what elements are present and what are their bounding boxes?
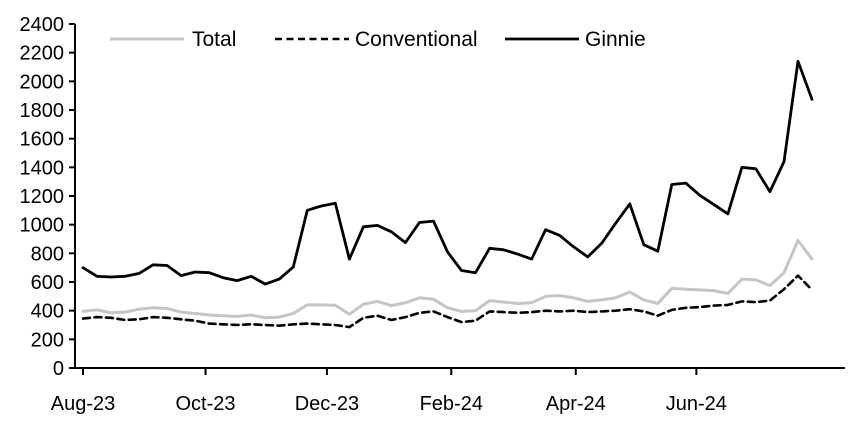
y-tick-label: 200 (31, 329, 64, 351)
y-tick-label: 2400 (20, 14, 65, 36)
y-tick-label: 1800 (20, 100, 65, 122)
y-tick-label: 1000 (20, 215, 65, 237)
x-tick-label: Feb-24 (420, 393, 483, 415)
y-tick-label: 1200 (20, 186, 65, 208)
y-tick-label: 800 (31, 243, 64, 265)
legend-label-conventional: Conventional (355, 28, 478, 51)
x-tick-label: Jun-24 (666, 393, 727, 415)
series-line-conventional (81, 274, 814, 329)
legend-label-total: Total (192, 28, 236, 51)
y-tick-label: 400 (31, 301, 64, 323)
y-tick-label: 1400 (20, 157, 65, 179)
x-tick-label: Apr-24 (546, 393, 606, 415)
y-tick-label: 2200 (20, 43, 65, 65)
series-line-ginnie (81, 59, 814, 286)
y-tick-label: 1600 (20, 129, 65, 151)
x-tick-label: Aug-23 (51, 393, 116, 415)
y-tick-label: 600 (31, 272, 64, 294)
x-tick-label: Oct-23 (176, 393, 236, 415)
series-line-total (81, 238, 814, 320)
y-tick-label: 2000 (20, 71, 65, 93)
y-tick-label: 0 (53, 358, 64, 380)
x-tick-label: Dec-23 (295, 393, 359, 415)
legend-label-ginnie: Ginnie (585, 28, 646, 51)
